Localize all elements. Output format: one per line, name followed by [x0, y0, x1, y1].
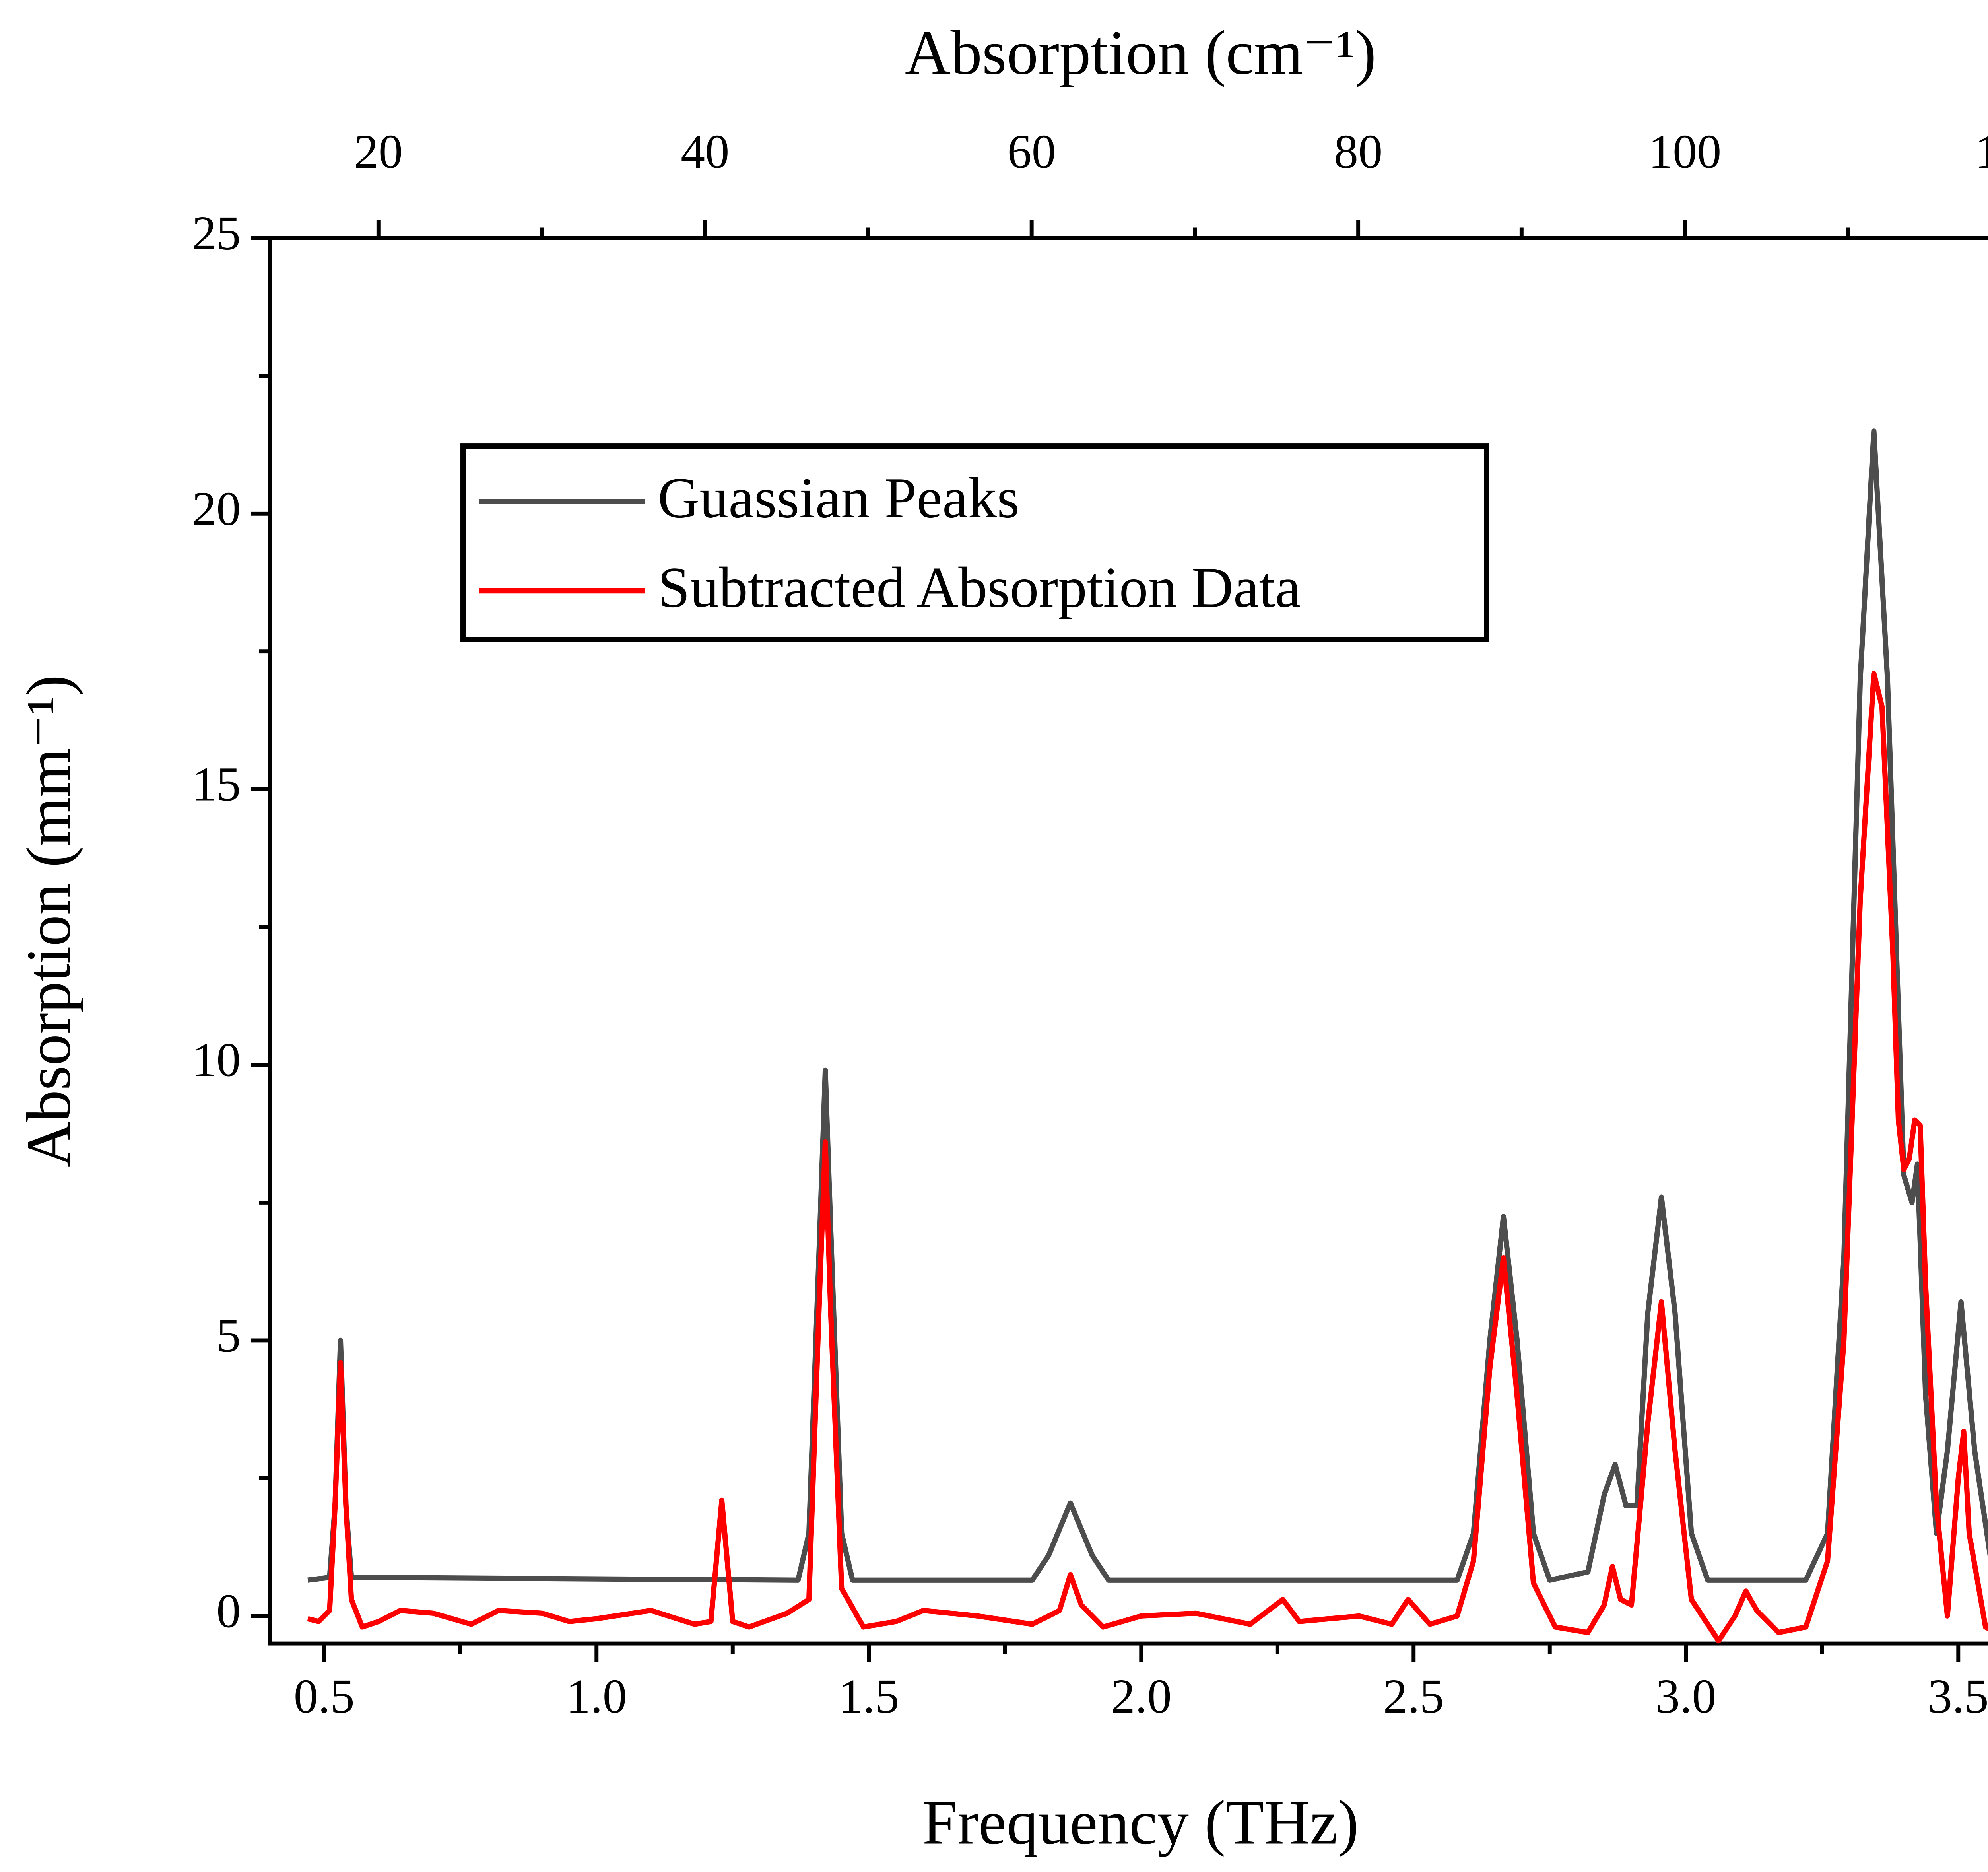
x2-tick-label: 20	[354, 125, 403, 179]
y-tick-label: 5	[216, 1309, 241, 1363]
x2-axis-title: Absorption (cm⁻¹)	[905, 17, 1376, 87]
y-tick-label: 10	[192, 1033, 241, 1087]
legend-label: Subtracted Absorption Data	[658, 556, 1301, 620]
y-tick-label: 15	[192, 758, 241, 811]
x2-tick-label: 40	[681, 125, 729, 179]
x-tick-label: 0.5	[294, 1670, 355, 1723]
legend-label: Guassian Peaks	[658, 466, 1019, 530]
x-tick-label: 1.5	[839, 1670, 899, 1723]
x-tick-label: 2.0	[1111, 1670, 1172, 1723]
x2-tick-label: 100	[1648, 125, 1722, 179]
y-tick-label: 0	[216, 1584, 241, 1638]
legend-box	[460, 443, 1489, 642]
x2-tick-label: 80	[1334, 125, 1382, 179]
x-tick-label: 3.0	[1656, 1670, 1716, 1723]
y-tick-label: 25	[192, 206, 241, 260]
x2-tick-label: 60	[1007, 125, 1056, 179]
x-tick-label: 1.0	[566, 1670, 627, 1723]
x-tick-label: 3.5	[1928, 1670, 1988, 1723]
y-axis-title: Absorption (mm⁻¹)	[14, 675, 83, 1168]
x-axis-title: Frequency (THz)	[922, 1788, 1359, 1858]
series-line	[307, 671, 1988, 1644]
y-tick-label: 20	[192, 482, 241, 536]
x-tick-label: 2.5	[1383, 1670, 1444, 1723]
x2-tick-label: 120	[1975, 125, 1988, 179]
